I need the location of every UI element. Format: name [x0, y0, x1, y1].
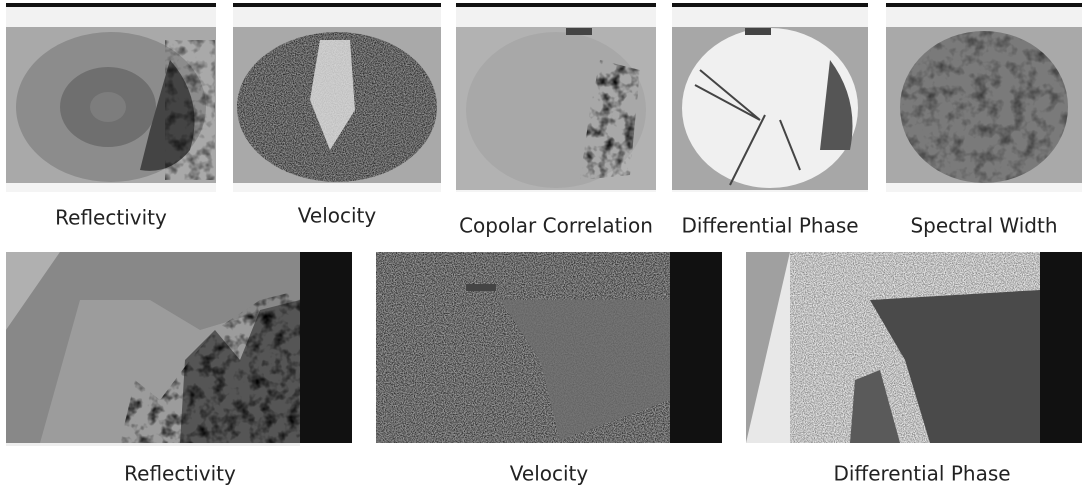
panel-velocity-ppi: [233, 3, 441, 192]
caption: Differential Phase: [681, 214, 858, 238]
panel-velocity-rhi: [376, 252, 722, 443]
panel-reflectivity-ppi: [6, 3, 216, 192]
page: Reflectivity Velocity Copolar Correlatio…: [0, 0, 1082, 493]
panel-reflectivity-rhi: [6, 252, 352, 446]
panel-differential-phase-ppi: [672, 3, 868, 192]
caption: Copolar Correlation: [459, 214, 653, 238]
panel-copolar-ppi: [456, 3, 656, 192]
figure: Reflectivity Velocity Copolar Correlatio…: [0, 0, 1082, 493]
panel-spectral-width-ppi: [886, 3, 1082, 192]
caption: Reflectivity: [55, 206, 167, 230]
caption: Velocity: [298, 204, 377, 228]
panel-differential-phase-rhi: [746, 252, 1082, 443]
caption: Reflectivity: [124, 462, 236, 486]
caption: Spectral Width: [910, 214, 1057, 238]
caption: Velocity: [510, 462, 589, 486]
caption: Differential Phase: [833, 462, 1010, 486]
